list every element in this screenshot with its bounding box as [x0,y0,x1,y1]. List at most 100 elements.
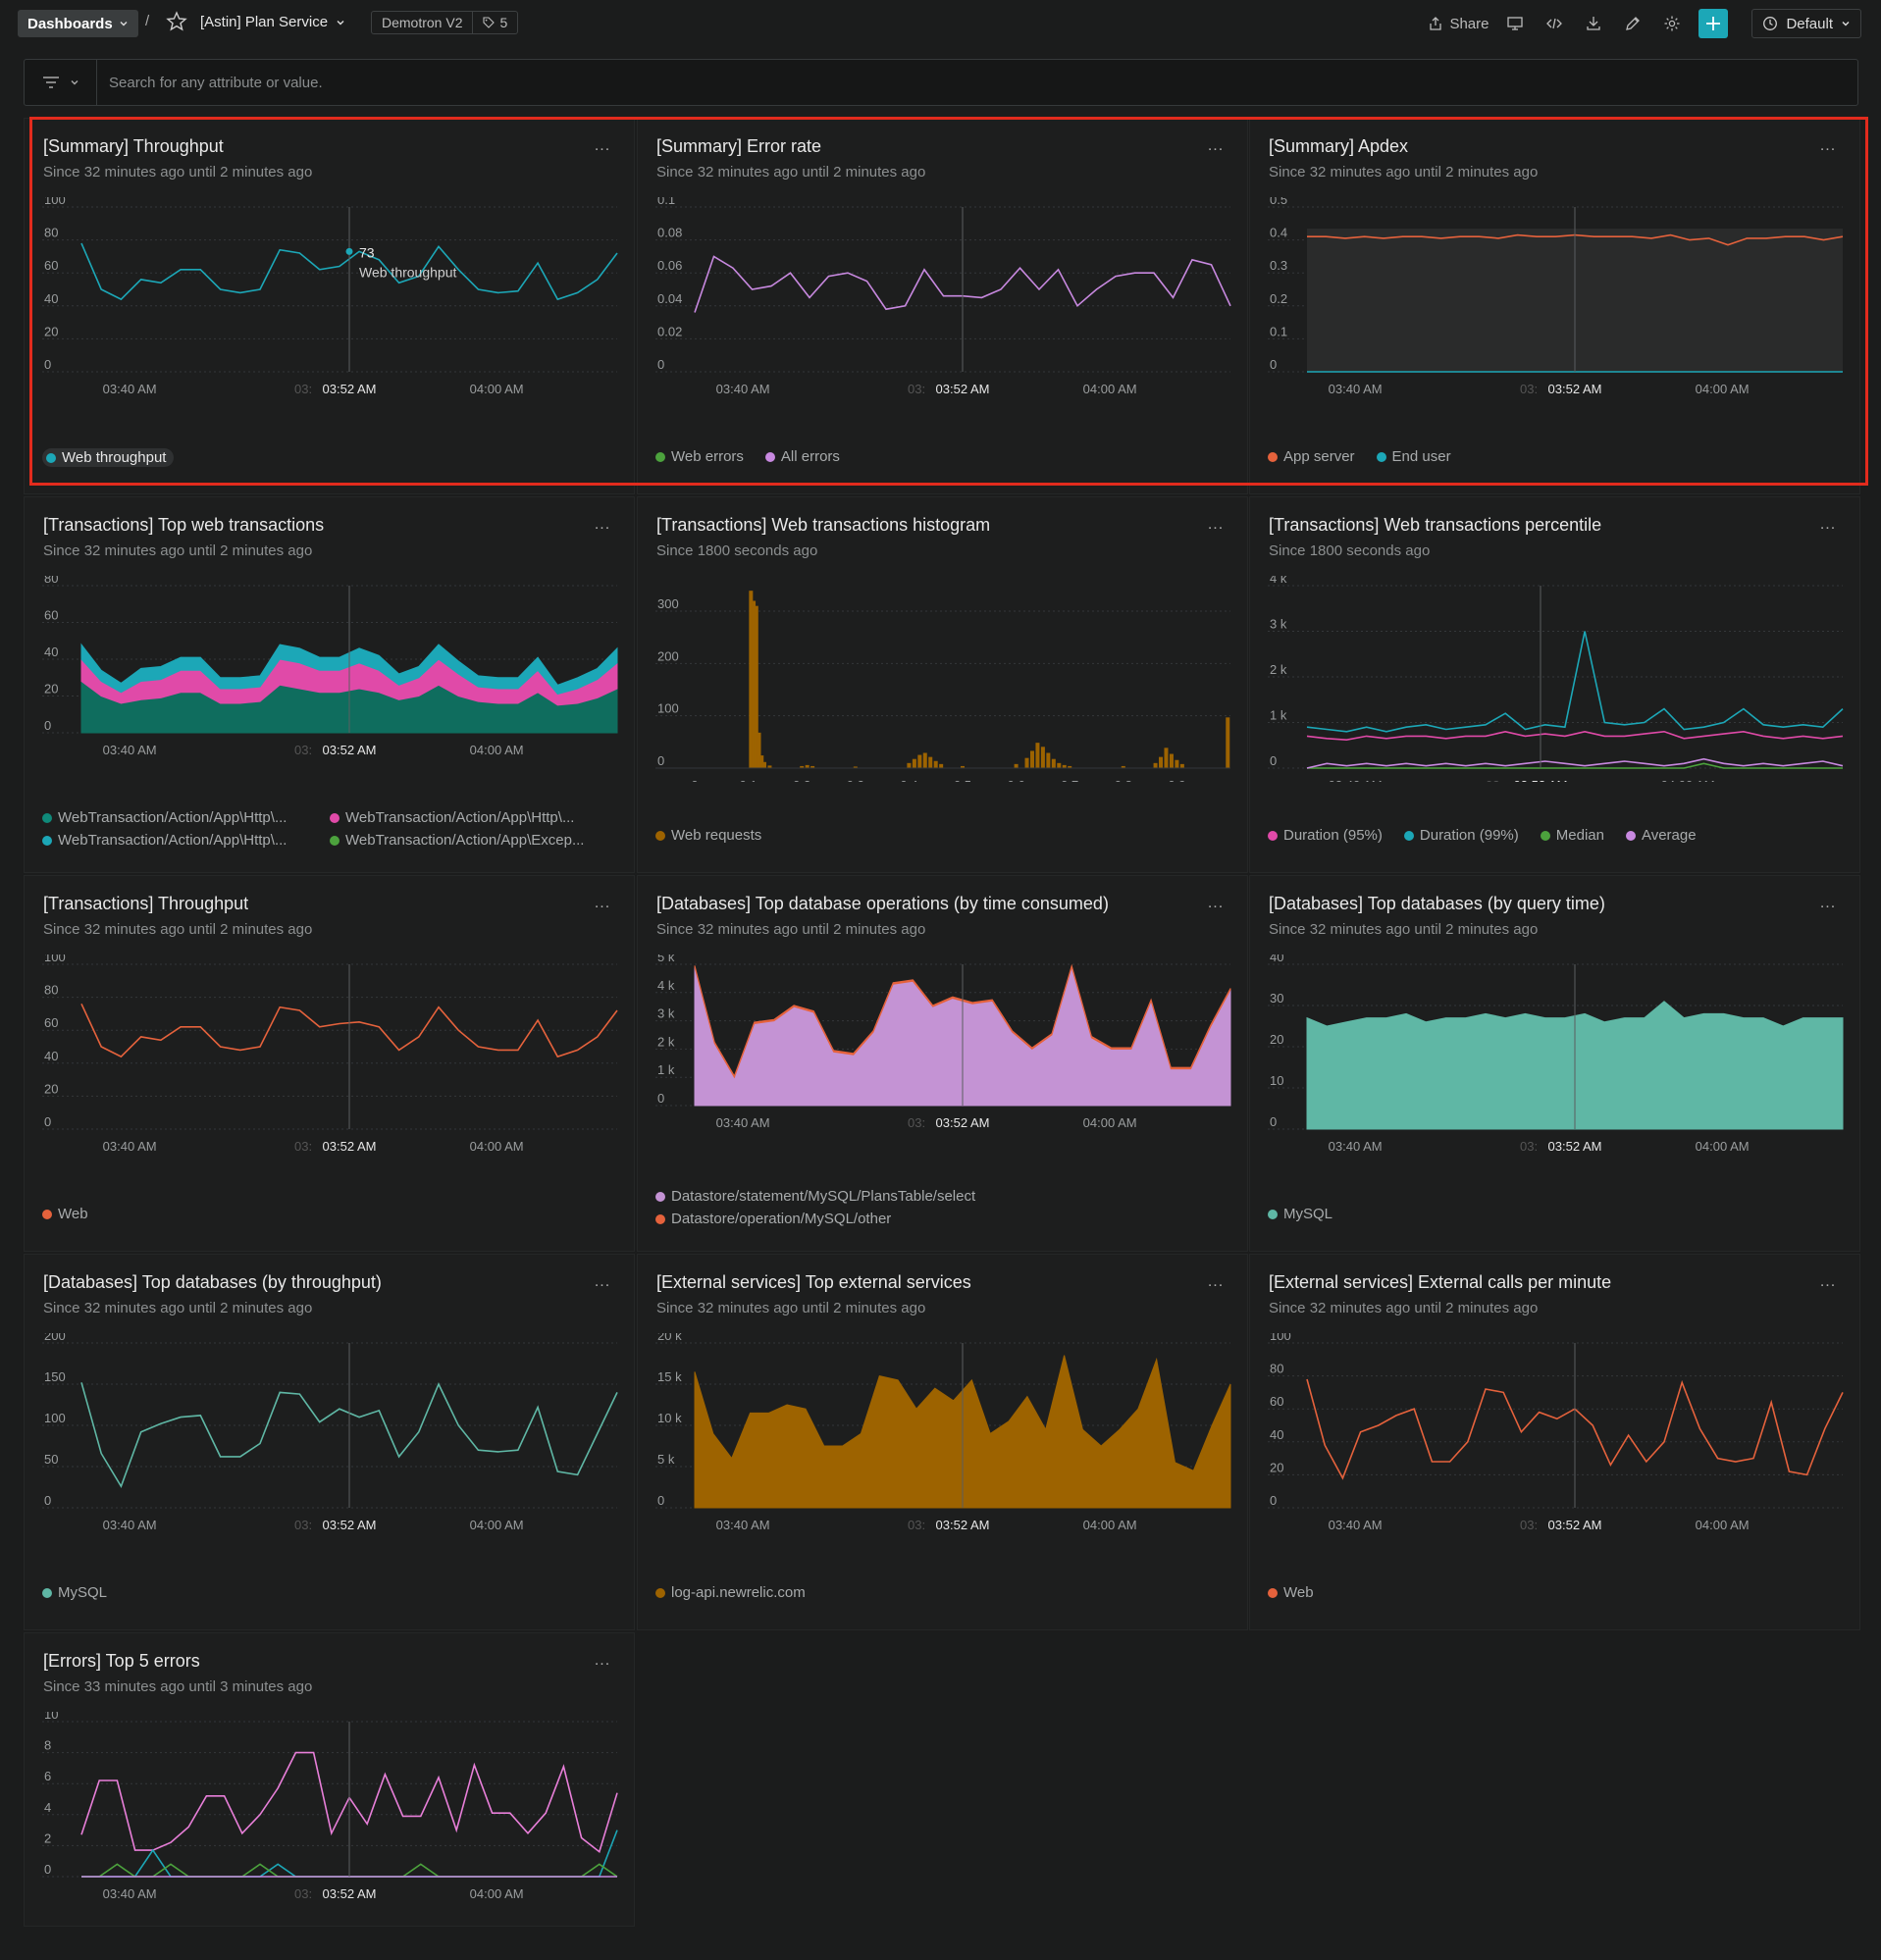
widget-title[interactable]: [Summary] Error rate [656,136,822,156]
widget-card[interactable]: [Summary] Error rate Since 32 minutes ago… [637,118,1248,494]
chart-area[interactable]: 4 k 3 k 2 k 1 k 0 03:40 AM 03: 03:52 AM 04:00 AM [1250,576,1861,782]
legend-item[interactable]: MySQL [1268,1206,1332,1222]
widget-menu-button[interactable]: ... [1819,516,1837,533]
legend-item[interactable]: All errors [764,448,840,465]
legend-item[interactable]: App server [1268,448,1355,465]
legend-item[interactable]: Datastore/statement/MySQL/PlansTable/sel… [655,1188,975,1205]
legend-item[interactable]: log-api.newrelic.com [655,1584,806,1601]
x-tick-label-partial: 03: [1520,1139,1538,1154]
widget-title[interactable]: [Databases] Top database operations (by … [656,894,1109,913]
widget-title[interactable]: [Transactions] Throughput [43,894,249,913]
add-widget-button[interactable] [1698,9,1729,38]
widget-menu-button[interactable]: ... [594,1652,611,1669]
widget-menu-button[interactable]: ... [1207,516,1225,533]
legend-item[interactable]: Datastore/operation/MySQL/other [655,1211,975,1227]
widget-menu-button[interactable]: ... [594,1273,611,1290]
legend-item[interactable]: Duration (95%) [1268,827,1383,844]
chart-area[interactable]: 0.1 0.08 0.06 0.04 0.02 0 03:40 AM 03: 03:52 AM 0… [638,197,1249,403]
widget-title[interactable]: [Summary] Apdex [1269,136,1409,156]
x-tick-label: 03:40 AM [103,1886,157,1901]
widget-menu-button[interactable]: ... [1819,895,1837,911]
legend-item[interactable]: WebTransaction/Action/App\Http\... [42,809,312,826]
widget-menu-button[interactable]: ... [1207,137,1225,154]
json-button[interactable] [1541,11,1567,36]
time-picker[interactable]: Default [1751,9,1861,38]
chart-area[interactable]: 300 200 100 0 0 0.1 0.2 0.3 0.4 0.5 0.6 0.7 0.8 0.9 [638,576,1249,782]
legend-item[interactable]: MySQL [42,1584,107,1601]
histogram-bar [800,765,805,768]
widget-card[interactable]: [Transactions] Web transactions percenti… [1249,496,1860,873]
share-button[interactable]: Share [1428,16,1489,32]
widget-title[interactable]: [Transactions] Web transactions histogra… [656,515,991,535]
legend-item[interactable]: Duration (99%) [1403,827,1519,844]
widget-title[interactable]: [Summary] Throughput [43,136,224,156]
x-tick-label-highlighted: 03:52 AM [323,1139,377,1154]
dashboards-breadcrumb[interactable]: Dashboards [18,10,138,37]
chart-area[interactable]: 40 30 20 10 0 03:40 AM 03: 03:52 AM 04:00 AM [1250,954,1861,1161]
chart-area[interactable]: 80 60 40 20 0 03:40 AM 03: 03:52 AM 04:00 AM [25,576,636,782]
chart-area[interactable]: 10 8 6 4 2 0 03:40 AM 03: 03:52 AM 04:00 AM [25,1712,636,1918]
chart-area[interactable]: 5 k 4 k 3 k 2 k 1 k 0 03:40 AM 03: 03:52 AM 04:00… [638,954,1249,1161]
settings-button[interactable] [1659,11,1685,36]
widget-menu-button[interactable]: ... [1819,137,1837,154]
y-tick-label: 4 [44,1800,51,1815]
legend-item[interactable]: Average [1625,827,1697,844]
legend-item[interactable]: Web requests [655,827,761,844]
chart-area[interactable]: 100 80 60 40 20 0 73 Web throughput 03:40 AM 03: 0… [25,197,636,403]
edit-button[interactable] [1620,11,1646,36]
widget-menu-button[interactable]: ... [594,516,611,533]
chart-area[interactable]: 200 150 100 50 0 03:40 AM 03: 03:52 AM 04:00 AM [25,1333,636,1539]
legend-item[interactable]: Median [1540,827,1604,844]
legend-item[interactable]: Web throughput [42,448,175,467]
widget-card[interactable]: [Errors] Top 5 errors Since 33 minutes ag… [24,1632,635,1927]
legend-item[interactable]: WebTransaction/Action/App\Http\... [42,832,312,849]
x-tick-label-highlighted: 03:52 AM [323,743,377,757]
widget-title[interactable]: [Transactions] Top web transactions [43,515,325,535]
tags-count[interactable]: 5 [472,12,507,33]
search-input[interactable] [97,60,1857,105]
widget-card[interactable]: [Transactions] Top web transactions Since… [24,496,635,873]
widget-title[interactable]: [Transactions] Web transactions percenti… [1269,515,1602,535]
account-badge[interactable]: Demotron V2 5 [371,11,519,34]
widget-card[interactable]: [Databases] Top databases (by query time… [1249,875,1860,1252]
legend-label: WebTransaction/Action/App\Http\... [58,809,287,826]
chart-area[interactable]: 0.5 0.4 0.3 0.2 0.1 0 03:40 AM 03: 03:52 AM 04:00… [1250,197,1861,403]
breadcrumb-separator: / [145,13,150,29]
legend-item[interactable]: Web [42,1206,88,1222]
legend-label: MySQL [58,1584,108,1601]
widget-title[interactable]: [External services] External calls per m… [1269,1272,1612,1292]
chart-legend: Web [42,1206,88,1222]
widget-card[interactable]: [Databases] Top databases (by throughput… [24,1254,635,1630]
widget-card[interactable]: [Transactions] Web transactions histogra… [637,496,1248,873]
star-icon[interactable] [165,10,188,33]
legend-item[interactable]: End user [1376,448,1451,465]
legend-item[interactable]: Web errors [655,448,744,465]
filter-dropdown[interactable] [25,60,97,105]
widget-card[interactable]: [Databases] Top database operations (by … [637,875,1248,1252]
y-tick-label: 0 [44,357,51,372]
legend-item[interactable]: Web [1268,1584,1314,1601]
widget-card[interactable]: [External services] Top external service… [637,1254,1248,1630]
widget-title[interactable]: [External services] Top external service… [656,1272,971,1292]
chart-area[interactable]: 100 80 60 40 20 0 03:40 AM 03: 03:52 AM 04:00 AM [1250,1333,1861,1539]
widget-card[interactable]: [Summary] Throughput Since 32 minutes ago… [24,118,635,494]
widget-title[interactable]: [Errors] Top 5 errors [43,1651,200,1671]
widget-title[interactable]: [Databases] Top databases (by query time… [1269,894,1605,913]
widget-menu-button[interactable]: ... [1207,895,1225,911]
widget-menu-button[interactable]: ... [594,895,611,911]
widget-card[interactable]: [External services] External calls per m… [1249,1254,1860,1630]
widget-menu-button[interactable]: ... [594,137,611,154]
widget-card[interactable]: [Summary] Apdex Since 32 minutes ago unti… [1249,118,1860,494]
widget-menu-button[interactable]: ... [1207,1273,1225,1290]
dashboard-title[interactable]: [Astin] Plan Service [200,14,345,30]
chart-area[interactable]: 100 80 60 40 20 0 03:40 AM 03: 03:52 AM 04:00 AM [25,954,636,1161]
legend-item[interactable]: WebTransaction/Action/App\Excep... [330,832,600,849]
legend-item[interactable]: WebTransaction/Action/App\Http\... [330,809,600,826]
export-button[interactable] [1581,11,1606,36]
widget-card[interactable]: [Transactions] Throughput Since 32 minute… [24,875,635,1252]
chart-area[interactable]: 20 k 15 k 10 k 5 k 0 03:40 AM 03: 03:52 AM 04:00… [638,1333,1249,1539]
widget-title[interactable]: [Databases] Top databases (by throughput… [43,1272,382,1292]
tv-mode-button[interactable] [1502,11,1528,36]
widget-menu-button[interactable]: ... [1819,1273,1837,1290]
widget-subtitle: Since 32 minutes ago until 2 minutes ago [43,542,313,559]
